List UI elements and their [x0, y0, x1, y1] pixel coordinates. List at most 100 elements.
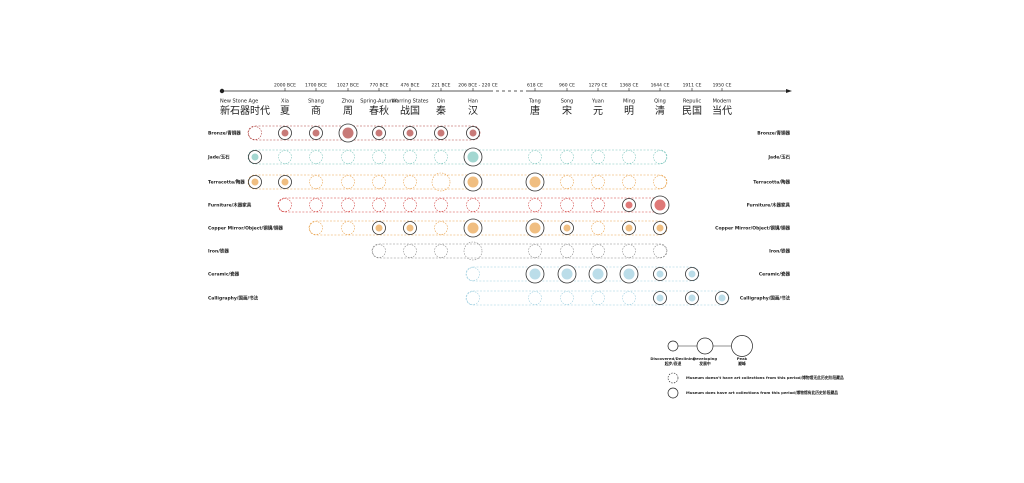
period-name: Modern [713, 99, 732, 105]
period-zh: 汉 [468, 105, 478, 117]
period-zh: 周 [343, 105, 353, 117]
period-zh: 清 [655, 104, 665, 117]
missing-circle [341, 198, 355, 212]
artifact-icon [342, 127, 354, 139]
legend-size-zh: 起步/衰退 [664, 361, 682, 366]
missing-circle [372, 150, 386, 164]
missing-circle [560, 150, 574, 164]
artifact-icon [623, 268, 635, 280]
period-name: Warring States [392, 99, 429, 105]
missing-circle [372, 198, 386, 212]
row-label-left: Terracotta/陶器 [208, 179, 245, 186]
missing-circle [403, 244, 417, 258]
period-zh: 新石器时代 [220, 104, 270, 117]
period-date: 1911 CE [683, 83, 702, 89]
period-date: 618 CE [527, 83, 543, 89]
period-date: 1368 CE [620, 83, 639, 89]
row-envelope [465, 266, 700, 282]
artifact-icon [656, 294, 664, 302]
missing-circle [403, 150, 417, 164]
period-zh: 明 [624, 105, 634, 117]
period-zh: 战国 [400, 105, 420, 117]
period-date: 770 BCE [369, 83, 388, 89]
row-label-right: Jade/玉石 [767, 154, 790, 161]
row-label-right: Bronze/青铜器 [757, 130, 790, 137]
period-zh: 夏 [280, 105, 290, 117]
artifact-icon [688, 294, 696, 302]
period-date: 2000 BCE [274, 83, 296, 89]
artifact-icon [469, 129, 477, 137]
period-date: 960 CE [559, 83, 575, 89]
artifact-icon [529, 268, 541, 280]
artifact-icon [251, 178, 259, 186]
row-envelope [247, 149, 668, 165]
period-name: Qing [654, 99, 666, 105]
period-date: 1644 CE [651, 83, 670, 89]
row-label-right: Calligraphy/国画/书法 [740, 295, 791, 302]
period-name: Yuan [591, 99, 604, 105]
row-label-right: Ceramic/瓷器 [759, 271, 791, 278]
missing-circle [591, 198, 605, 212]
artifact-icon [406, 224, 414, 232]
artifact-icon [467, 151, 479, 163]
missing-circle [434, 150, 448, 164]
period-zh: 宋 [562, 104, 572, 117]
period-name: Repulic [683, 99, 701, 105]
period-zh: 秦 [436, 104, 446, 117]
missing-circle [309, 198, 323, 212]
artifact-icon [406, 129, 414, 137]
legend-circle [696, 337, 714, 355]
missing-circle [403, 175, 417, 189]
period-date: 1950 CE [713, 83, 732, 89]
row-label-right: Terracotta/陶器 [753, 179, 790, 186]
period-zh: 商 [311, 104, 321, 117]
legend-dashed [667, 372, 679, 384]
missing-circle [372, 175, 386, 189]
artifact-icon [375, 224, 383, 232]
missing-circle [653, 244, 667, 258]
legend-dashed-label: Museum doesn't have art collections from… [686, 375, 844, 380]
period-name: Tang [528, 99, 541, 105]
row-envelope [371, 243, 668, 259]
missing-circle [622, 291, 636, 305]
row-label-left: Copper Mirror/Object/铜镜/铜器 [208, 225, 283, 232]
row-label-right: Iron/铁器 [769, 248, 790, 255]
artifact-icon [718, 294, 726, 302]
legend-size-name: Peak [737, 356, 748, 361]
missing-circle [278, 150, 292, 164]
period-name: Song [561, 99, 574, 105]
artifact-icon [467, 222, 479, 234]
row-label-left: Furniture/木器家具 [208, 202, 252, 209]
period-name: Zhou [342, 99, 355, 105]
artifact-icon [688, 270, 696, 278]
missing-circle [403, 198, 417, 212]
legend-size-name: Discovered/Declining [650, 356, 695, 361]
missing-circle [591, 150, 605, 164]
missing-circle [560, 291, 574, 305]
legend-size-zh: 巅峰 [737, 361, 746, 366]
missing-circle [431, 172, 451, 192]
artifact-icon [281, 178, 289, 186]
missing-circle [560, 175, 574, 189]
artifact-icon [561, 268, 573, 280]
period-zh: 唐 [530, 104, 540, 117]
period-name: Qin [437, 99, 446, 105]
artifact-icon [312, 129, 320, 137]
missing-circle [309, 221, 323, 235]
period-date: 1027 BCE [337, 83, 359, 89]
period-name: New Stone Age [220, 99, 258, 105]
row-envelope [247, 125, 481, 141]
row-label-right: Copper Mirror/Object/铜镜/铜器 [715, 225, 790, 232]
period-name: Xia [281, 99, 289, 105]
legend-solid-label: Museum does have art collections from th… [686, 390, 838, 395]
legend-circle [731, 335, 753, 357]
missing-circle [466, 198, 480, 212]
row-label-left: Ceramic/瓷器 [208, 271, 240, 278]
missing-circle [463, 241, 483, 261]
period-date: 206 BCE - 220 CE [458, 83, 498, 89]
row-envelope [308, 220, 668, 236]
legend-size-name: Developing [693, 356, 717, 361]
missing-circle [248, 126, 262, 140]
row-label-left: Calligraphy/国画/书法 [208, 295, 259, 302]
